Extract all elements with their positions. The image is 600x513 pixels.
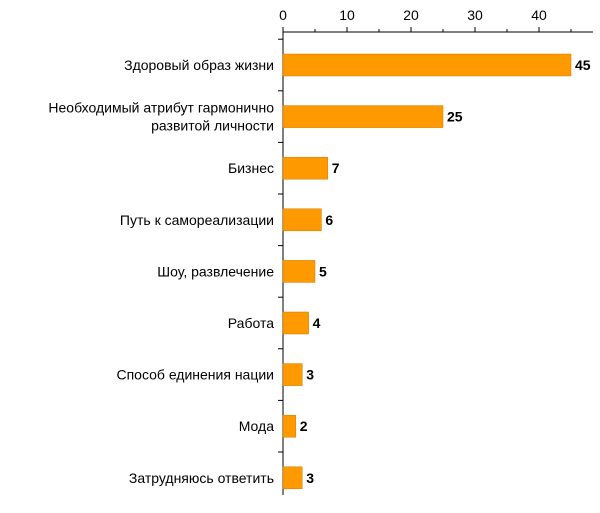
data-label: 3 (306, 367, 314, 383)
x-tick-label: 0 (279, 7, 287, 23)
bar (282, 363, 303, 386)
bar (282, 105, 444, 128)
category-label: Мода (239, 418, 274, 434)
category-label: Работа (228, 315, 274, 331)
category-label: Необходимый атрибут гармонично (48, 100, 274, 116)
category-label: развитой личности (151, 118, 274, 134)
category-label: Здоровый образ жизни (124, 57, 274, 73)
category-label: Бизнес (228, 160, 274, 176)
category-label: Шоу, развлечение (157, 263, 274, 279)
x-tick-label: 40 (531, 7, 547, 23)
data-label: 45 (575, 57, 591, 73)
data-label: 5 (319, 263, 327, 279)
data-label: 6 (325, 212, 333, 228)
x-tick-label: 20 (403, 7, 419, 23)
bar (282, 414, 297, 438)
data-label: 3 (306, 470, 314, 486)
category-label: Затрудняюсь ответить (129, 470, 274, 486)
bar (282, 53, 572, 77)
bar (282, 311, 309, 335)
data-label: 2 (300, 418, 308, 434)
bar (282, 208, 322, 232)
x-tick-label: 30 (467, 7, 483, 23)
bar (282, 466, 303, 490)
x-tick-label: 10 (339, 7, 355, 23)
data-label: 25 (447, 109, 463, 125)
category-label: Способ единения нации (116, 367, 274, 383)
data-label: 7 (332, 160, 340, 176)
category-label: Путь к самореализации (120, 212, 274, 228)
bar (282, 156, 329, 180)
data-label: 4 (313, 315, 321, 331)
bar (282, 260, 316, 283)
